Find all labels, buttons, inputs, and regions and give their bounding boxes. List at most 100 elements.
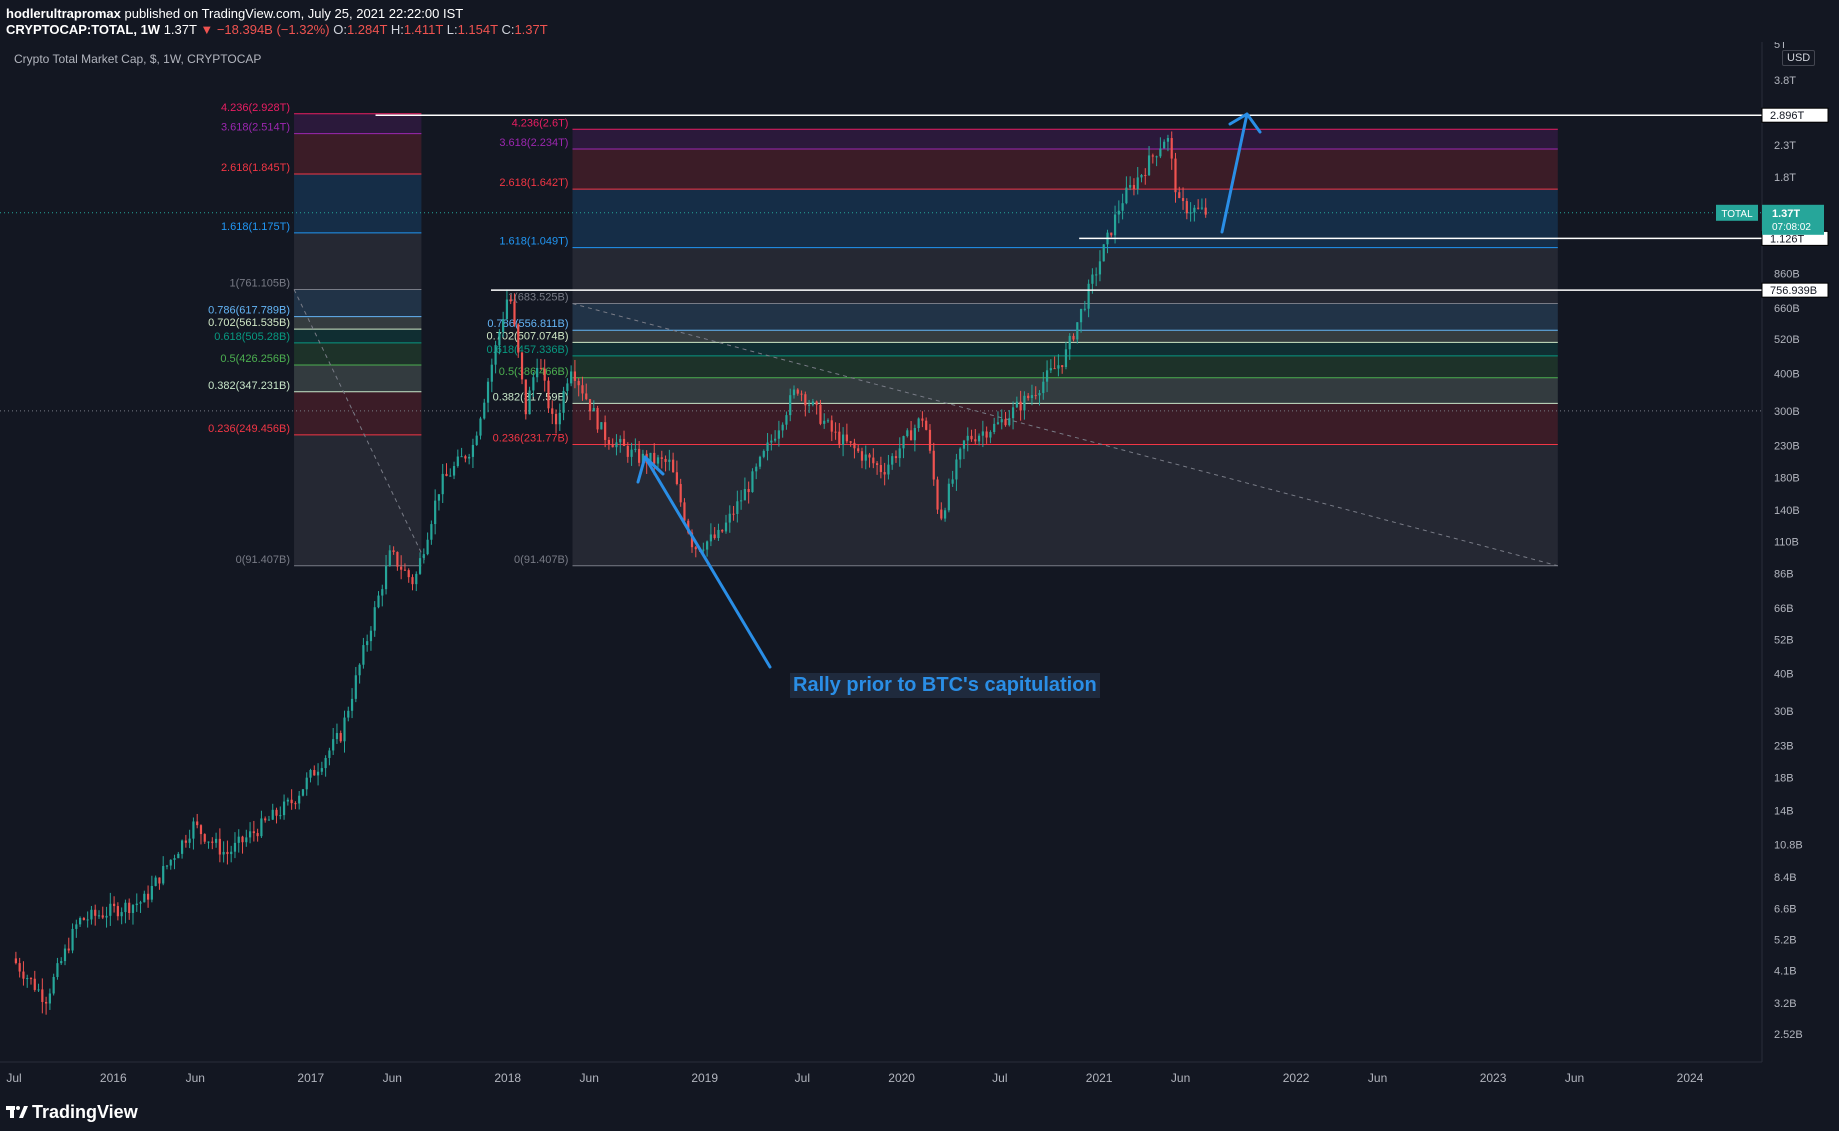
candle-body [981, 431, 984, 436]
candle-body [641, 453, 645, 463]
last-price: 1.37T [163, 22, 197, 37]
candle-body [690, 532, 694, 548]
x-axis-tick-label: 2022 [1283, 1071, 1310, 1085]
candle-body [604, 422, 607, 440]
candle-body [33, 978, 36, 990]
candle-body [694, 547, 697, 550]
candle-body [1057, 365, 1060, 369]
candle-body [1061, 365, 1064, 368]
y-axis-tick-label: 4.1B [1774, 966, 1797, 978]
candle-body [1011, 407, 1015, 419]
candle-body [1189, 212, 1192, 214]
fib-right-level-label: 2.618(1.642T) [499, 177, 568, 189]
candle-body [1019, 401, 1022, 411]
y-axis-tick-label: 52B [1774, 634, 1794, 646]
fib-right-level-label: 3.618(2.234T) [499, 137, 568, 149]
candle-body [109, 903, 112, 916]
candle-body [1166, 138, 1170, 142]
candle-body [943, 510, 947, 519]
candle-body [422, 554, 425, 559]
candle-body [369, 630, 373, 642]
candle-body [702, 549, 705, 551]
x-axis-tick-label: Jul [992, 1071, 1007, 1085]
price-tag-box [1762, 204, 1824, 235]
y-axis-tick-label: 8.4B [1774, 872, 1797, 884]
candle-body [774, 438, 777, 441]
fib-left-band [294, 133, 422, 174]
fib-right-level-label: 0(91.407B) [514, 554, 568, 566]
open-value: 1.284T [346, 22, 388, 37]
axis-level-tag-label: 1.126T [1770, 233, 1805, 245]
candle-body [498, 332, 501, 346]
candle-body [611, 444, 614, 448]
candle-body [120, 912, 123, 917]
candle-body [67, 948, 70, 951]
candle-body [22, 971, 25, 979]
candle-body [1117, 210, 1120, 215]
fib-right-level-label: 0.618(457.336B) [487, 344, 569, 356]
candle-body [857, 448, 860, 452]
fib-left-band [294, 391, 422, 435]
fib-right-band [572, 444, 1558, 566]
footer [0, 1096, 1839, 1131]
fib-left-band [294, 113, 422, 134]
candle-body [581, 385, 584, 394]
high-value: 1.411T [403, 22, 444, 37]
candle-body [1197, 207, 1200, 209]
candle-body [418, 558, 422, 574]
candle-body [740, 500, 743, 502]
candle-body [936, 479, 939, 510]
candle-body [528, 390, 531, 415]
candle-body [260, 818, 263, 837]
tradingview-logo[interactable]: TradingView [6, 1102, 138, 1123]
candle-body [921, 418, 924, 421]
candle-body [755, 466, 758, 472]
candle-body [1181, 198, 1185, 202]
candle-body [781, 424, 784, 431]
candle-body [966, 435, 969, 441]
candle-body [335, 733, 339, 740]
candle-body [282, 801, 286, 816]
candle-body [298, 795, 301, 804]
author-name[interactable]: hodlerultrapromax [6, 6, 121, 21]
candle-body [116, 906, 119, 917]
candle-body [830, 420, 833, 432]
candle-body [479, 418, 482, 436]
candle-body [441, 473, 444, 495]
fib-right-level-label: 0.786(556.811B) [487, 318, 568, 330]
candle-body [656, 457, 660, 464]
y-axis-tick-label: 86B [1774, 569, 1794, 581]
candle-body [524, 379, 527, 415]
candle-body [951, 479, 954, 484]
candle-body [717, 529, 720, 539]
candle-body [679, 484, 682, 503]
candle-body [384, 565, 388, 590]
fib-right-band [572, 129, 1558, 150]
price-chart[interactable]: 4.236(2.928T) 3.618(2.514T) 2.618(1.845T) 1… [0, 42, 1839, 1096]
candle-body [248, 831, 252, 838]
tradingview-logo-icon [6, 1106, 28, 1118]
candle-body [48, 993, 51, 1004]
candle-body [464, 456, 467, 459]
candle-body [502, 319, 505, 333]
y-axis-tick-label: 230B [1774, 440, 1800, 452]
fib-right-band [572, 377, 1558, 404]
candles [14, 131, 1207, 1015]
candle-body [328, 750, 331, 758]
candle-body [1102, 244, 1105, 262]
candle-body [1140, 174, 1143, 178]
y-axis-tick-label: 3.2B [1774, 998, 1797, 1010]
y-axis-tick-label: 14B [1774, 805, 1794, 817]
y-axis-tick-label: 2.52B [1774, 1029, 1803, 1041]
candle-body [543, 368, 546, 381]
candle-body [804, 394, 807, 406]
candle-body [301, 789, 305, 796]
candle-body [706, 541, 709, 550]
candle-body [1008, 418, 1011, 426]
candle-body [324, 757, 327, 769]
currency-button[interactable]: USD [1782, 50, 1816, 66]
symbol-label[interactable]: CRYPTOCAP:TOTAL, 1W [6, 22, 161, 37]
candle-body [864, 454, 867, 461]
candle-body [596, 407, 599, 430]
candle-body [917, 418, 920, 429]
